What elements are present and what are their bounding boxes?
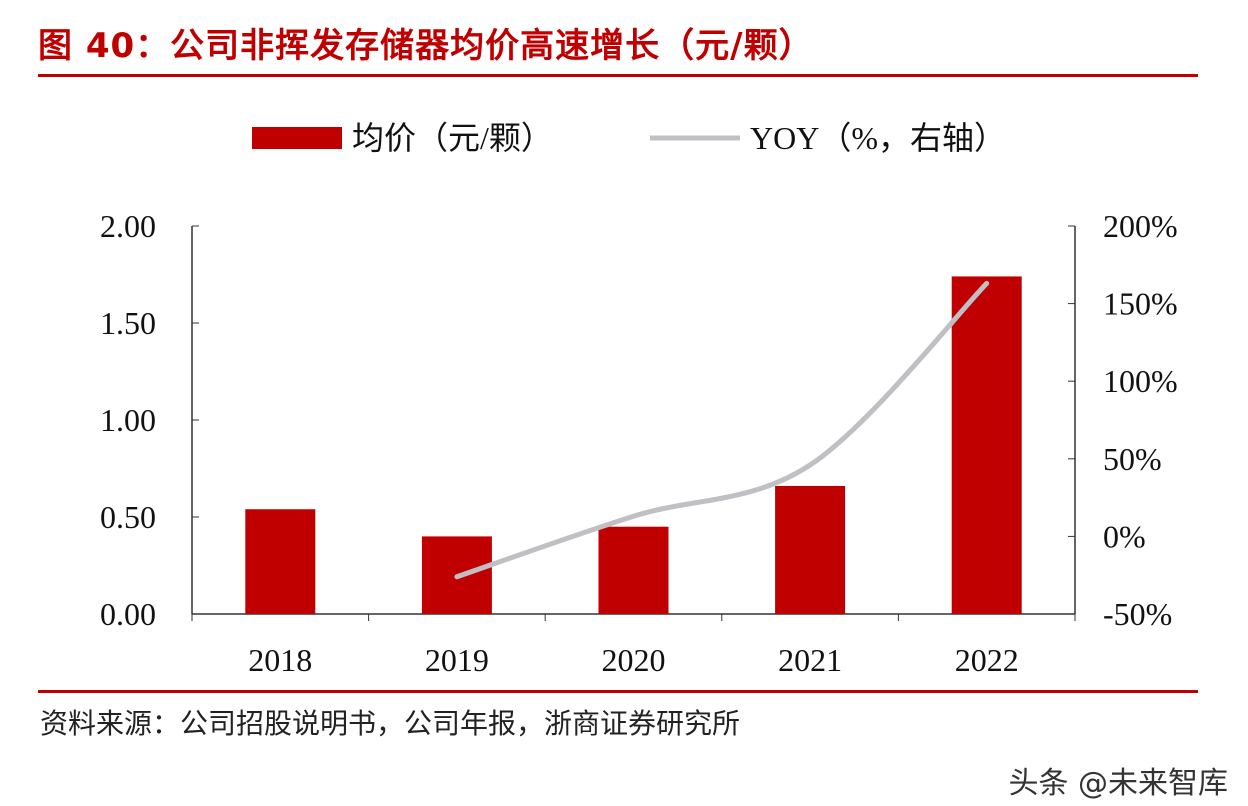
bar-2022 bbox=[951, 276, 1022, 614]
legend-line-label: YOY（%，右轴） bbox=[750, 120, 1006, 156]
left-tick-label: 1.50 bbox=[100, 305, 156, 341]
bar-2018 bbox=[245, 509, 316, 614]
yoy-line bbox=[454, 280, 990, 580]
right-tick-label: 150% bbox=[1103, 286, 1178, 322]
right-tick-label: 100% bbox=[1103, 363, 1178, 399]
right-tick-label: 200% bbox=[1103, 208, 1178, 244]
right-tick-label: 0% bbox=[1103, 518, 1146, 554]
legend-bar-label: 均价（元/颗） bbox=[352, 120, 553, 156]
x-tick-label: 2021 bbox=[778, 642, 842, 678]
x-tick-label: 2022 bbox=[955, 642, 1019, 678]
right-tick-label: 50% bbox=[1103, 441, 1162, 477]
x-tick-label: 2020 bbox=[602, 642, 666, 678]
left-tick-label: 0.00 bbox=[100, 596, 156, 632]
bar-2020 bbox=[598, 526, 669, 614]
left-tick-label: 2.00 bbox=[100, 208, 156, 244]
right-tick-label: -50% bbox=[1103, 596, 1172, 632]
left-tick-label: 0.50 bbox=[100, 499, 156, 535]
watermark: 头条 @未来智库 bbox=[1008, 766, 1228, 801]
left-tick-label: 1.00 bbox=[100, 402, 156, 438]
source-note: 资料来源：公司招股说明书，公司年报，浙商证券研究所 bbox=[40, 707, 741, 740]
bottom-rule bbox=[38, 690, 1198, 693]
x-tick-label: 2019 bbox=[425, 642, 489, 678]
x-tick-label: 2018 bbox=[248, 642, 312, 678]
top-rule bbox=[38, 74, 1198, 77]
figure-title: 图 40：公司非挥发存储器均价高速增长（元/颗） bbox=[38, 26, 814, 66]
bar-2021 bbox=[775, 485, 846, 614]
legend-bar-swatch bbox=[252, 127, 342, 149]
